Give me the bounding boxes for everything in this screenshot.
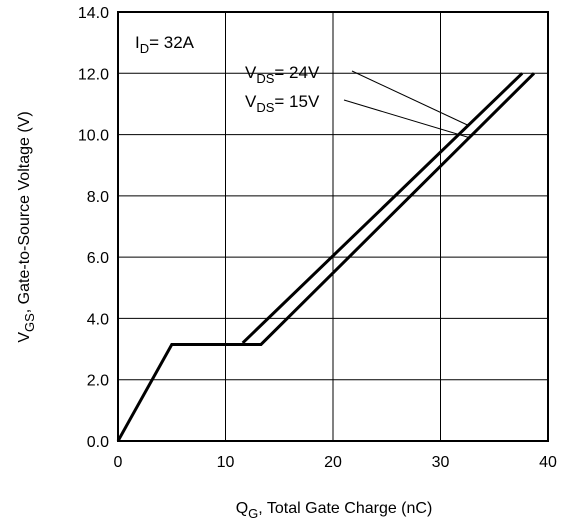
series-line-vds-24v: [241, 72, 524, 344]
y-tick-label: 2.0: [87, 373, 109, 390]
series-line-vds-15v: [116, 72, 536, 442]
vds-15v-label: VDS= 15V: [245, 92, 320, 115]
y-tick-label: 0.0: [87, 434, 109, 451]
x-tick-label: 20: [324, 454, 342, 471]
leader-line-15v: [343, 99, 470, 139]
x-tick-label: 0: [114, 454, 123, 471]
axis-ticks: 0 10 20 30 40 0.0 2.0 4.0 6.0 8.0 10.0 12.0 14.0: [78, 5, 557, 471]
leader-line-24v: [351, 70, 469, 126]
annotation-leaders: [343, 70, 470, 139]
x-axis-label: QG, Total Gate Charge (nC): [236, 500, 433, 521]
grid-lines: [118, 12, 548, 441]
x-tick-label: 30: [432, 454, 450, 471]
y-tick-label: 6.0: [87, 250, 109, 267]
y-tick-label: 10.0: [78, 128, 109, 145]
x-tick-label: 10: [217, 454, 235, 471]
y-tick-label: 4.0: [87, 311, 109, 328]
x-tick-label: 40: [539, 454, 557, 471]
vds-24v-label: VDS= 24V: [245, 63, 320, 86]
y-tick-label: 14.0: [78, 5, 109, 22]
y-tick-label: 12.0: [78, 66, 109, 83]
y-axis-label: VGS, Gate-to-Source Voltage (V): [16, 111, 37, 342]
plot-frame: [117, 11, 549, 442]
current-annotation: ID= 32A: [135, 33, 195, 56]
data-series: [116, 72, 536, 442]
y-tick-label: 8.0: [87, 189, 109, 206]
